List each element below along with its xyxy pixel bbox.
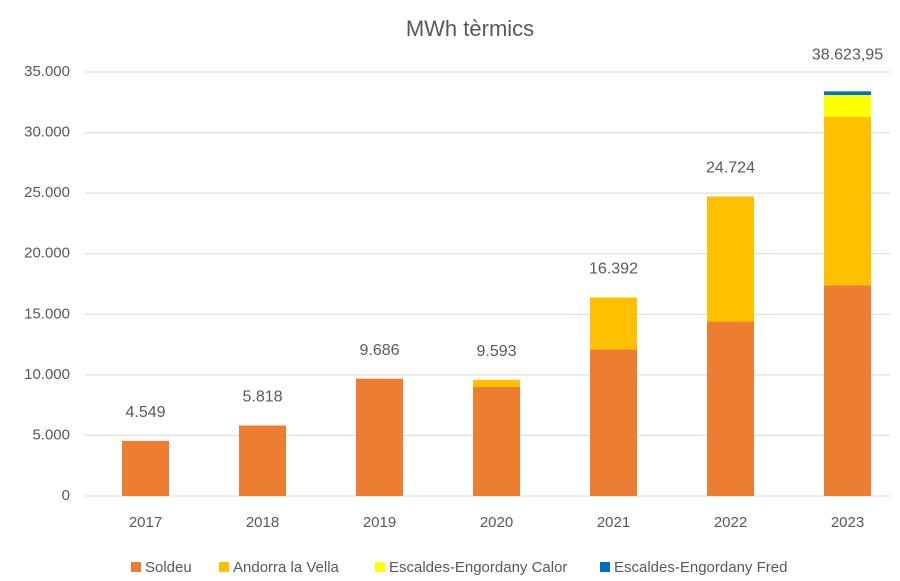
bar-segment (122, 440, 169, 496)
legend-swatch (219, 562, 229, 572)
x-tick-label: 2020 (480, 514, 513, 531)
total-label: 16.392 (589, 261, 638, 278)
bar-segment (824, 285, 871, 496)
total-label: 24.724 (706, 160, 755, 177)
legend-label: Andorra la Vella (233, 559, 340, 576)
x-tick-label: 2019 (363, 514, 396, 531)
legend-swatch (375, 562, 385, 572)
chart-title: MWh tèrmics (406, 16, 534, 41)
bar-segment (824, 91, 871, 96)
bar-segment (707, 196, 754, 322)
y-tick-label: 35.000 (24, 63, 70, 80)
bar-segment (824, 95, 871, 117)
legend-swatch (131, 562, 141, 572)
bar-segment (356, 378, 403, 496)
total-label: 9.593 (476, 343, 516, 360)
bar-segment (590, 297, 637, 350)
bar-segment (707, 321, 754, 496)
legend-label: Escaldes-Engordany Calor (389, 559, 567, 576)
y-tick-label: 20.000 (24, 245, 70, 262)
bar-segment (824, 116, 871, 286)
bar-segment (473, 379, 520, 387)
legend-swatch (600, 562, 610, 572)
total-label: 38.623,95 (812, 47, 883, 64)
total-label: 9.686 (359, 342, 399, 359)
y-tick-label: 30.000 (24, 124, 70, 141)
y-tick-label: 5.000 (32, 426, 70, 443)
x-tick-label: 2021 (597, 514, 630, 531)
legend-label: Escaldes-Engordany Fred (614, 559, 787, 576)
bar-segment (590, 349, 637, 496)
y-tick-label: 0 (62, 487, 70, 504)
x-tick-label: 2018 (246, 514, 279, 531)
y-tick-label: 15.000 (24, 305, 70, 322)
total-label: 4.549 (125, 404, 165, 421)
y-tick-label: 10.000 (24, 366, 70, 383)
bar-segment (239, 425, 286, 496)
x-tick-label: 2017 (129, 514, 162, 531)
total-label: 5.818 (242, 389, 282, 406)
x-tick-label: 2023 (831, 514, 864, 531)
bar-segment (473, 386, 520, 496)
x-tick-label: 2022 (714, 514, 747, 531)
legend-label: Soldeu (145, 559, 192, 576)
y-tick-label: 25.000 (24, 184, 70, 201)
